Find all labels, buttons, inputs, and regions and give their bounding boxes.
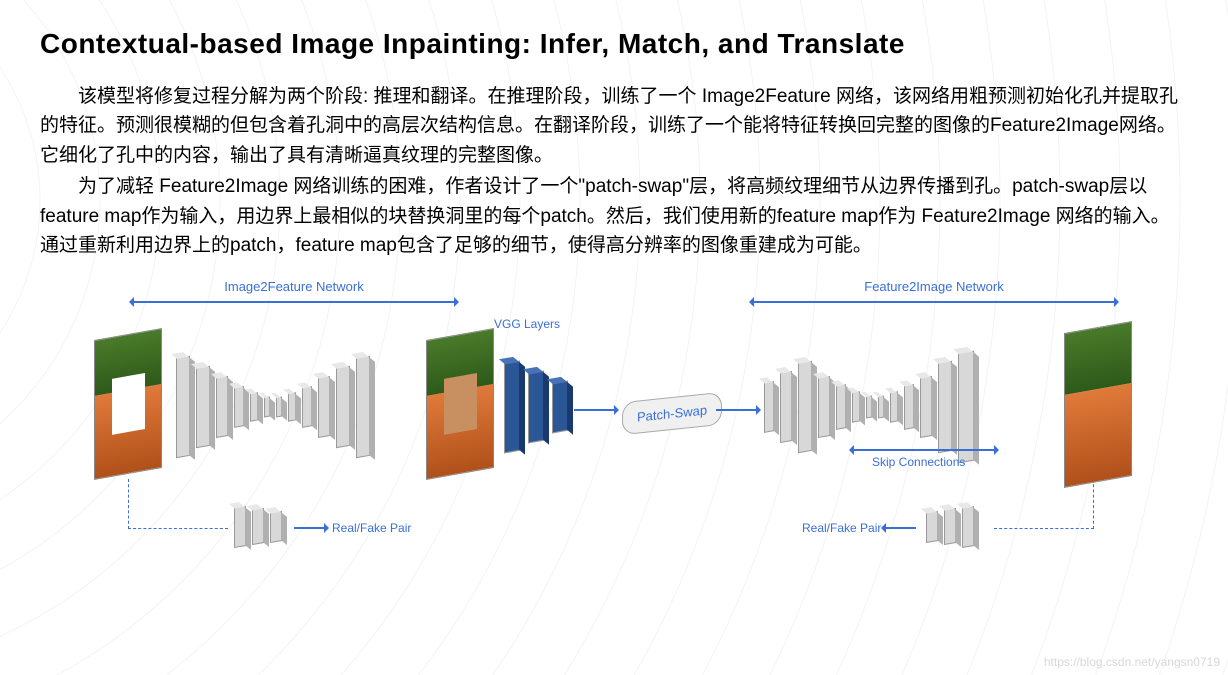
slide-content: Contextual-based Image Inpainting: Infer…	[0, 0, 1228, 261]
architecture-diagram: Image2Feature Network Feature2Image Netw…	[94, 279, 1134, 559]
conv-block	[958, 350, 974, 463]
output-image	[1064, 321, 1132, 488]
conv-block	[904, 384, 914, 430]
conv-block	[264, 396, 270, 417]
patch-swap-box: Patch-Swap	[622, 391, 722, 435]
conv-block	[818, 376, 830, 438]
conv-block	[196, 365, 210, 447]
conv-block	[780, 371, 792, 443]
arrow-realfake-left	[294, 527, 324, 529]
conv-block	[852, 391, 860, 422]
paragraph-1: 该模型将修复过程分解为两个阶段: 推理和翻译。在推理阶段，训练了一个 Image…	[40, 82, 1188, 170]
label-realfake-right: Real/Fake Pair	[802, 521, 881, 535]
label-image2feature: Image2Feature Network	[174, 279, 414, 294]
input-image	[94, 328, 162, 480]
label-skip: Skip Connections	[872, 455, 965, 469]
conv-block	[920, 376, 932, 438]
conv-block	[216, 376, 228, 438]
conv-block	[866, 395, 872, 418]
conv-block	[878, 395, 884, 418]
conv-block	[944, 508, 956, 545]
conv-block	[336, 365, 350, 447]
conv-block	[356, 355, 370, 457]
conv-block	[302, 386, 312, 428]
conv-block	[276, 396, 282, 417]
conv-block	[504, 360, 520, 453]
arrow-realfake-right	[886, 527, 916, 529]
conv-block	[318, 376, 330, 438]
conv-block	[250, 392, 258, 421]
slide-title: Contextual-based Image Inpainting: Infer…	[40, 28, 1188, 60]
dashed-right	[994, 479, 1094, 529]
conv-block	[798, 360, 812, 452]
conv-block	[176, 355, 190, 457]
conv-block	[288, 392, 296, 421]
arrow-image2feature	[134, 301, 454, 303]
conv-block	[764, 381, 774, 433]
conv-block	[926, 511, 938, 543]
conv-block	[890, 391, 898, 422]
arrow-to-patchswap	[574, 409, 614, 411]
arrow-feature2image	[754, 301, 1114, 303]
conv-block	[270, 511, 282, 543]
conv-block	[234, 386, 244, 428]
conv-block	[962, 506, 974, 548]
conv-block	[528, 370, 544, 443]
label-vgg: VGG Layers	[494, 317, 560, 331]
watermark: https://blog.csdn.net/yangsn0719	[1044, 655, 1220, 669]
label-realfake-left: Real/Fake Pair	[332, 521, 411, 535]
dashed-left	[128, 479, 228, 529]
arrow-from-patchswap	[716, 409, 756, 411]
coarse-image	[426, 328, 494, 480]
conv-block	[836, 384, 846, 430]
conv-block	[252, 508, 264, 545]
conv-block	[234, 506, 246, 548]
label-feature2image: Feature2Image Network	[814, 279, 1054, 294]
conv-block	[552, 380, 568, 433]
paragraph-2: 为了减轻 Feature2Image 网络训练的困难，作者设计了一个"patch…	[40, 172, 1188, 260]
conv-block	[938, 360, 952, 452]
arrow-skip	[854, 449, 994, 451]
